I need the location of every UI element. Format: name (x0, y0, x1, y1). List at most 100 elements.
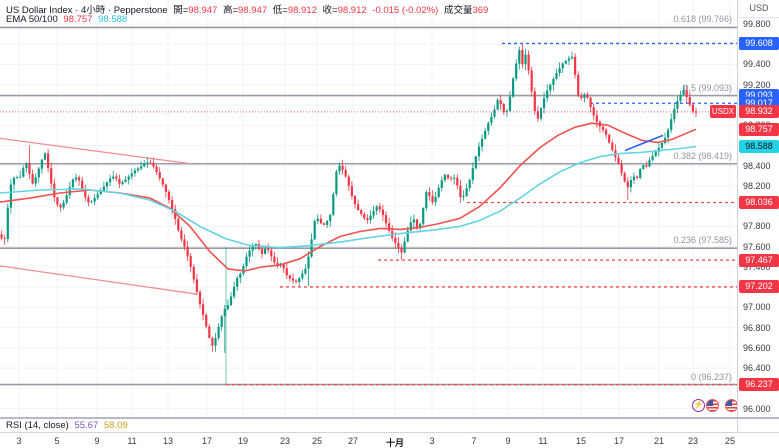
candle-body (329, 214, 332, 222)
ema100-value: 98.588 (98, 14, 128, 25)
candle-body (56, 197, 59, 205)
ema100-line[interactable] (0, 145, 697, 249)
symbol-price-tag: USDX (710, 105, 736, 119)
candle-body (233, 286, 236, 297)
date-label: 27 (347, 436, 359, 446)
candle-body (84, 189, 87, 198)
us-flag-event-icon[interactable] (706, 399, 719, 412)
ema-legend: EMA 50/100 98.757 98.588 (6, 14, 130, 25)
time-axis[interactable]: 3 5 9 11 13 17 19 23 25 27 十月 3 7 9 11 15 17 21 23 25 (0, 432, 779, 448)
symbol-title[interactable]: US Dollar Index · 4小時 · Pepperstone (6, 5, 168, 16)
candle-body (12, 177, 16, 185)
candle-body (549, 84, 552, 91)
candle-body (592, 107, 595, 116)
candle-body (152, 162, 155, 167)
price-badge: 98.588 (739, 140, 779, 154)
candle-body (115, 176, 118, 179)
rsi-pane-legend: RSI (14, close) 55.67 58.09 (0, 419, 737, 432)
candle-body (381, 209, 384, 216)
candle-body (546, 90, 549, 99)
price-axis[interactable]: USD 99.80099.40099.20098.80098.40098.200… (737, 0, 779, 432)
candle-body (558, 68, 561, 74)
candle-body (53, 183, 56, 198)
candle-body (400, 247, 403, 253)
ema50-line[interactable] (0, 122, 697, 272)
price-badge: 97.202 (739, 280, 779, 294)
fib-level-label: 0.618 (99.766) (673, 14, 732, 25)
candle-body (291, 278, 295, 281)
candle-body (397, 242, 400, 248)
candle-body (109, 178, 112, 183)
lightning-event-icon[interactable]: ⚡ (692, 399, 705, 412)
candle-body (496, 100, 499, 110)
candle-body (239, 273, 242, 278)
candle-body (143, 163, 146, 167)
candle-body (332, 194, 335, 215)
candle-body (335, 171, 338, 195)
channel-trendline[interactable] (0, 137, 191, 165)
candle-body (679, 94, 682, 102)
candlestick-chart[interactable] (0, 0, 737, 418)
candle-body (121, 182, 124, 184)
candle-body (543, 98, 546, 109)
fib-level-label: 0.382 (98.419) (673, 150, 732, 161)
candle-body (118, 178, 121, 184)
candle-body (37, 168, 40, 178)
price-badge: 99.608 (739, 36, 779, 50)
candle-body (657, 147, 660, 152)
candle-body (236, 277, 239, 287)
candle-body (434, 197, 437, 203)
candle-body (636, 176, 639, 178)
high-label: 高= (222, 5, 239, 16)
candle-body (208, 326, 211, 338)
candle-body (217, 326, 220, 339)
candle-body (25, 163, 28, 169)
candle-body (43, 153, 47, 160)
candle-body (484, 130, 487, 139)
ema50-value: 98.757 (63, 14, 93, 25)
candle-body (601, 126, 605, 130)
candle-body (555, 73, 558, 79)
candle-body (539, 108, 543, 119)
candle-body (40, 159, 43, 169)
candle-body (611, 142, 614, 151)
candle-body (521, 49, 524, 65)
open-value: 98.947 (188, 5, 218, 16)
candle-body (198, 291, 202, 305)
candle-body (378, 206, 381, 210)
candle-body (512, 78, 515, 97)
rsi-legend-title[interactable]: RSI (14, close) (6, 420, 69, 431)
candle-body (180, 230, 183, 240)
date-label: 19 (237, 436, 249, 446)
candle-body (518, 49, 521, 64)
candle-body (620, 163, 623, 174)
price-tick: 96.000 (743, 403, 771, 414)
candle-body (474, 156, 477, 169)
blue-trendline[interactable] (624, 134, 664, 152)
date-label: 9 (505, 436, 511, 446)
candle-body (632, 176, 636, 181)
candle-body (105, 182, 109, 187)
volume-label: 成交量 (443, 5, 473, 16)
candle-body (524, 54, 527, 65)
ema-legend-title[interactable]: EMA 50/100 (6, 14, 58, 25)
candle-body (6, 207, 9, 240)
fib-level-label: 0 (96.237) (690, 371, 732, 382)
candle-body (685, 89, 688, 98)
rsi-value: 55.67 (74, 420, 99, 431)
price-badge: 96.237 (739, 378, 779, 392)
candle-body (260, 249, 264, 254)
candle-body (326, 221, 329, 225)
month-label: 十月 (385, 438, 405, 448)
candle-body (99, 190, 102, 195)
candle-body (112, 176, 115, 179)
candle-body (133, 170, 136, 174)
pane-divider[interactable] (0, 417, 779, 419)
fib-level-label: 0.5 (99.093) (683, 82, 732, 93)
candle-body (124, 179, 127, 183)
currency-label[interactable]: USD (738, 0, 779, 18)
candle-body (177, 219, 180, 231)
candle-body (310, 239, 313, 257)
channel-trendline[interactable] (0, 265, 198, 295)
candle-body (202, 304, 205, 315)
